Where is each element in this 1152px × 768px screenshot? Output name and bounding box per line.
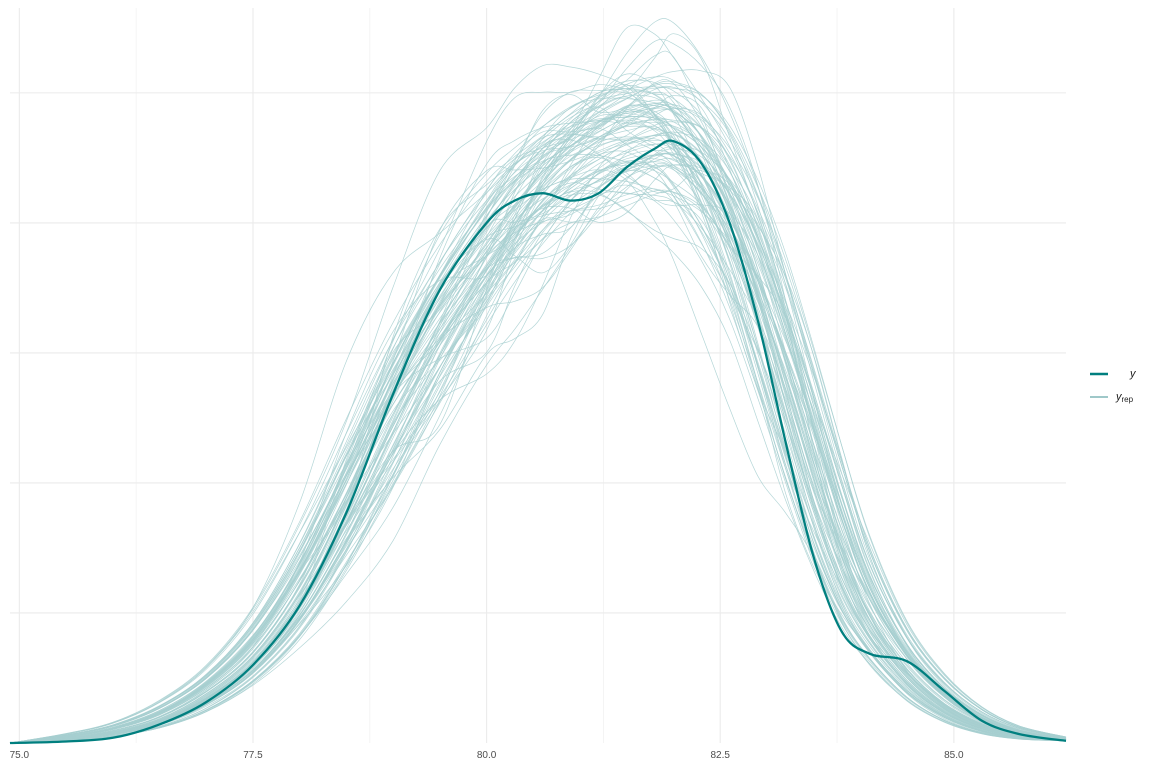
- yrep-curve: [9, 69, 1067, 744]
- yrep-curve: [9, 162, 1067, 744]
- legend: y yrep: [1090, 368, 1137, 404]
- x-tick-label: 82.5: [710, 750, 730, 761]
- x-tick-label: 85.0: [944, 750, 964, 761]
- x-tick-label: 80.0: [477, 750, 497, 761]
- yrep-curve: [9, 85, 1067, 744]
- yrep-curve: [9, 182, 1067, 744]
- yrep-curve: [9, 94, 1067, 744]
- legend-label-yrep: yrep: [1115, 391, 1134, 404]
- yrep-curve: [9, 91, 1067, 744]
- legend-subscript: rep: [1122, 395, 1134, 404]
- yrep-curve: [9, 148, 1067, 744]
- y-density-curve-layer: [9, 139, 1067, 745]
- yrep-curve: [9, 84, 1067, 744]
- yrep-curve: [9, 83, 1067, 744]
- yrep-curve: [9, 18, 1067, 744]
- yrep-curve: [9, 117, 1067, 744]
- yrep-curve: [9, 87, 1067, 744]
- yrep-curve: [9, 109, 1067, 744]
- yrep-curve: [9, 118, 1067, 744]
- yrep-curve: [9, 152, 1067, 744]
- x-axis: 75.0 77.5 80.0 82.5 85.0: [10, 750, 964, 761]
- yrep-curve: [9, 153, 1067, 744]
- yrep-curve: [9, 108, 1067, 744]
- yrep-curve: [9, 150, 1067, 744]
- x-tick-label: 77.5: [243, 750, 263, 761]
- yrep-curve: [9, 83, 1067, 744]
- yrep-curve: [9, 63, 1067, 744]
- yrep-curve: [9, 79, 1067, 744]
- x-tick-label: 75.0: [10, 750, 30, 761]
- yrep-curve: [9, 107, 1067, 744]
- y-density-curve: [9, 139, 1067, 745]
- yrep-curve: [9, 73, 1067, 744]
- yrep-curve: [9, 162, 1067, 744]
- yrep-curve: [9, 154, 1067, 744]
- yrep-curve: [9, 157, 1067, 744]
- yrep-density-curves: [9, 18, 1067, 744]
- yrep-curve: [9, 134, 1067, 744]
- yrep-curve: [9, 24, 1067, 744]
- legend-label-y: y: [1129, 368, 1137, 380]
- yrep-curve: [9, 164, 1067, 744]
- yrep-curve: [9, 184, 1067, 744]
- yrep-curve: [9, 113, 1067, 744]
- yrep-curve: [9, 121, 1067, 744]
- yrep-curve: [9, 127, 1067, 744]
- yrep-curve: [9, 118, 1067, 744]
- yrep-curve: [9, 119, 1067, 744]
